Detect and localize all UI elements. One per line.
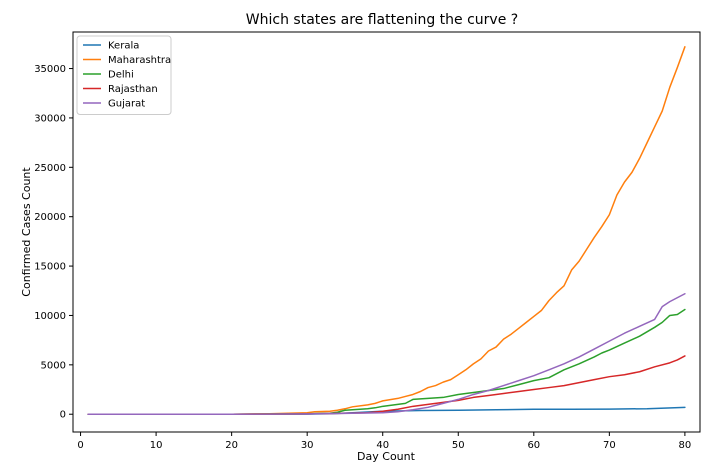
legend-label-delhi: Delhi	[108, 70, 134, 81]
x-axis: 0 10 20 30 40 50 60 70 80	[77, 432, 691, 451]
x-tick-label: 0	[77, 440, 83, 451]
y-tick-label: 35000	[34, 64, 66, 75]
y-tick-label: 20000	[34, 212, 66, 223]
legend-label-gujarat: Gujarat	[108, 99, 145, 110]
series-line-delhi	[87, 308, 686, 415]
x-axis-title: Day Count	[357, 450, 416, 463]
chart-title: Which states are flattening the curve ?	[246, 12, 518, 28]
y-axis: 0 5000 10000 15000 20000 25000 30000 35000	[34, 64, 73, 421]
x-tick-label: 40	[376, 440, 389, 451]
x-tick-label: 80	[679, 440, 692, 451]
x-tick-label: 20	[225, 440, 238, 451]
legend: Kerala Maharashtra Delhi Rajasthan Gujarat	[76, 35, 172, 115]
series-line-gujarat	[87, 292, 686, 415]
x-tick-label: 50	[452, 440, 465, 451]
y-tick-label: 10000	[34, 311, 66, 322]
y-tick-label: 30000	[34, 113, 66, 124]
y-axis-title: Confirmed Cases Count	[20, 167, 33, 297]
plot-area	[87, 46, 686, 415]
series-line-maharashtra	[87, 46, 686, 415]
legend-label-rajasthan: Rajasthan	[108, 84, 158, 95]
legend-label-maharashtra: Maharashtra	[108, 55, 171, 66]
legend-label-kerala: Kerala	[108, 41, 139, 52]
y-tick-label: 15000	[34, 262, 66, 273]
x-tick-label: 10	[150, 440, 163, 451]
x-tick-label: 70	[603, 440, 616, 451]
y-tick-label: 0	[60, 410, 66, 421]
x-tick-label: 30	[301, 440, 314, 451]
legend-frame	[76, 35, 172, 115]
x-tick-label: 60	[527, 440, 540, 451]
plot-frame	[72, 31, 701, 433]
y-tick-label: 5000	[41, 360, 66, 371]
y-tick-label: 25000	[34, 163, 66, 174]
